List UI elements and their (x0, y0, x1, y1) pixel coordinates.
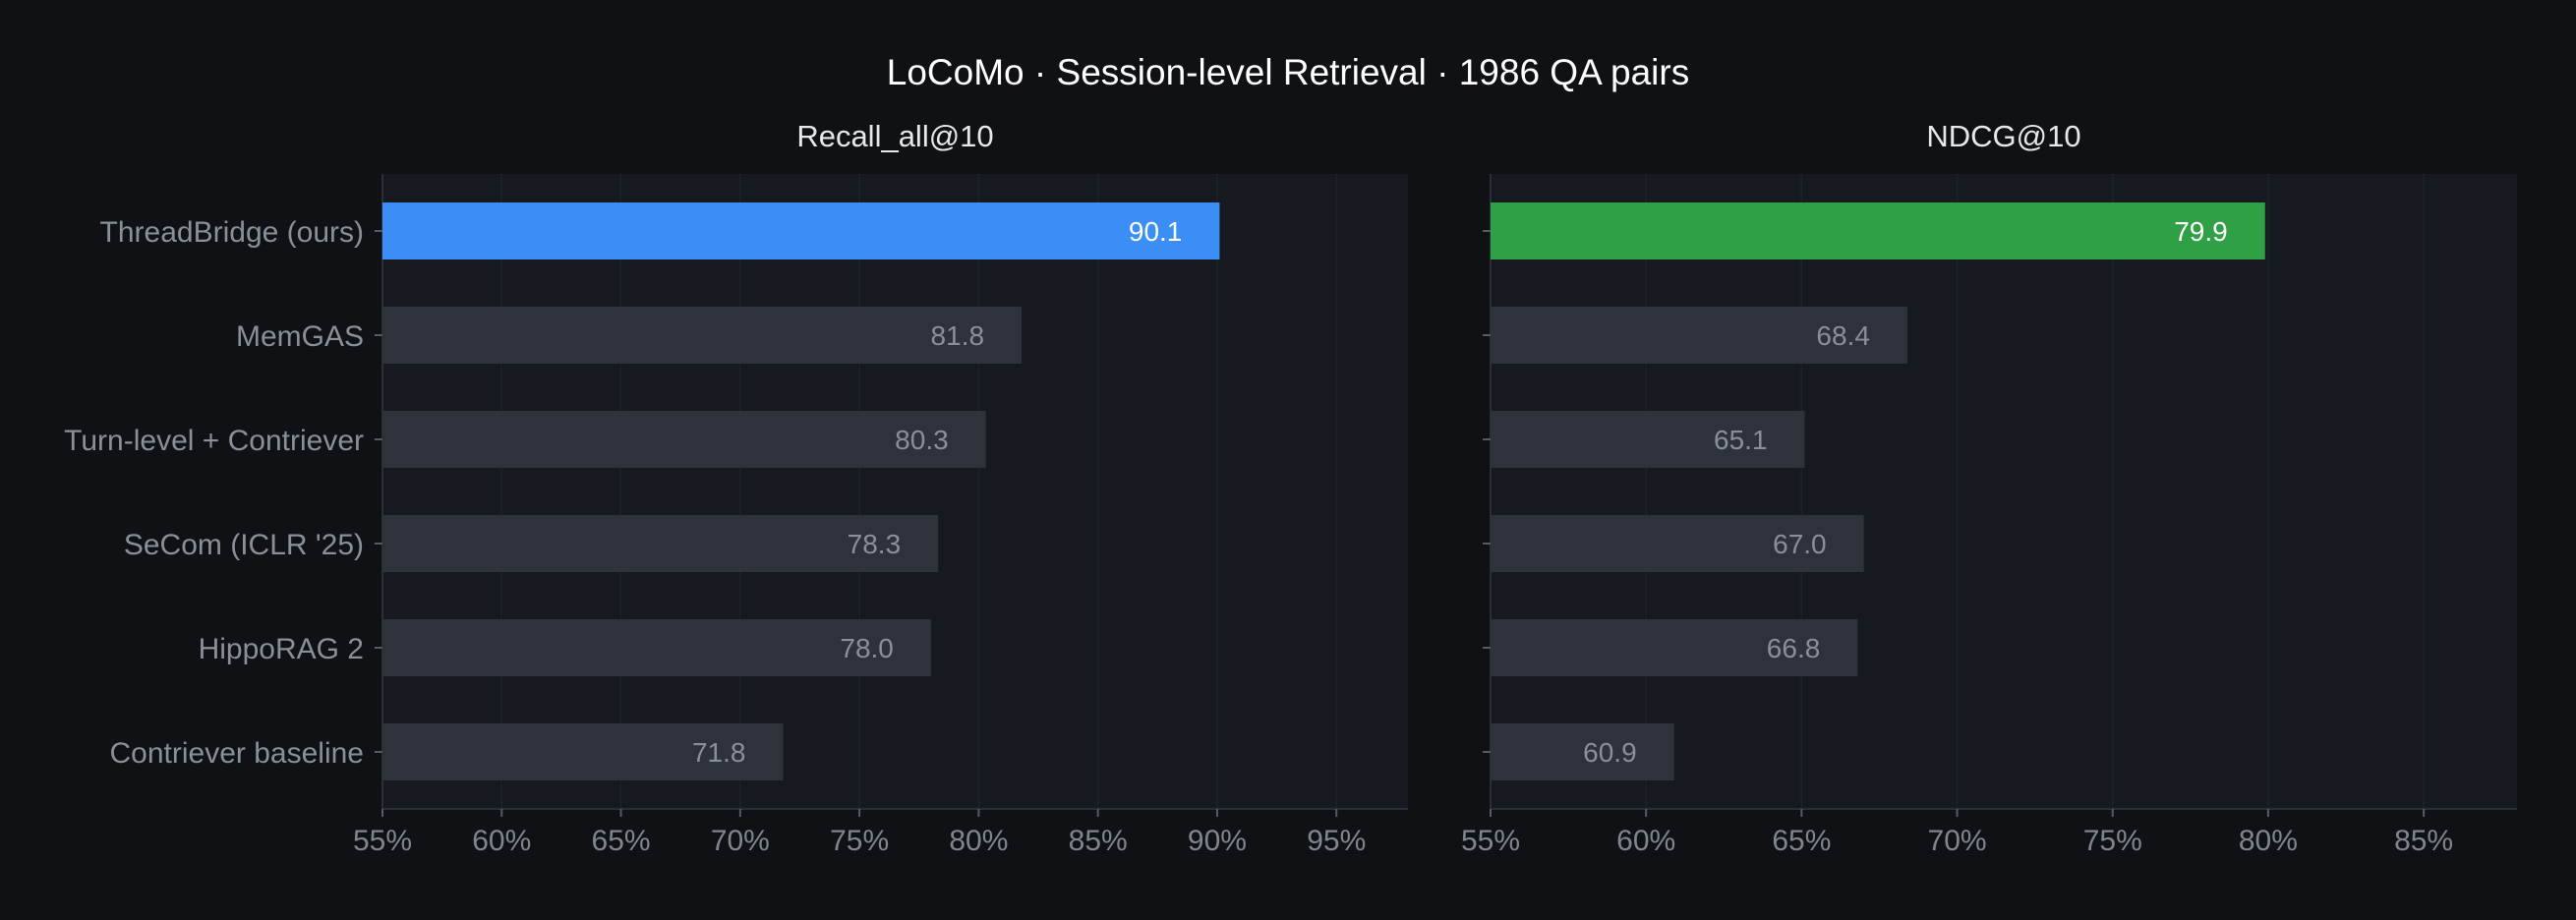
x-tick-label: 75% (830, 825, 889, 857)
x-tick-label: 95% (1307, 825, 1366, 857)
bar-value-label: 71.8 (692, 737, 746, 768)
bar-value-label: 81.8 (931, 320, 985, 351)
category-label: HippoRAG 2 (199, 633, 364, 665)
x-tick-label: 85% (1069, 825, 1128, 857)
bar (382, 202, 1220, 259)
category-label: SeCom (ICLR '25) (124, 529, 364, 561)
bar (1491, 723, 1674, 780)
x-tick-label: 75% (2083, 825, 2142, 857)
x-tick-label: 70% (1928, 825, 1987, 857)
bar-value-label: 78.0 (840, 633, 894, 663)
chart-title: LoCoMo · Session-level Retrieval · 1986 … (887, 52, 1689, 92)
bar (382, 515, 939, 572)
x-tick-label: 55% (1461, 825, 1520, 857)
x-tick-label: 55% (353, 825, 412, 857)
bar-value-label: 65.1 (1714, 425, 1768, 455)
category-label: Turn-level + Contriever (64, 425, 364, 457)
x-tick-label: 60% (472, 825, 531, 857)
bar-value-label: 66.8 (1767, 633, 1821, 663)
x-tick-label: 80% (2239, 825, 2298, 857)
bar (1491, 411, 1805, 468)
bar (1491, 515, 1864, 572)
bar-value-label: 68.4 (1816, 320, 1870, 351)
panel-title: NDCG@10 (1926, 119, 2080, 153)
plot-area (382, 174, 1408, 809)
bar-value-label: 80.3 (895, 425, 949, 455)
bar-value-label: 67.0 (1773, 529, 1827, 559)
category-label: MemGAS (236, 320, 364, 353)
x-tick-label: 85% (2394, 825, 2453, 857)
bar (1491, 619, 1858, 676)
bar-value-label: 79.9 (2174, 216, 2228, 247)
bar-value-label: 90.1 (1129, 216, 1183, 247)
plot-area (1491, 174, 2517, 809)
x-tick-label: 70% (711, 825, 770, 857)
category-label: ThreadBridge (ours) (100, 216, 364, 249)
category-label: Contriever baseline (110, 737, 364, 770)
panel-title: Recall_all@10 (796, 119, 993, 153)
bar (382, 411, 986, 468)
bar-value-label: 60.9 (1583, 737, 1637, 768)
x-tick-label: 60% (1616, 825, 1675, 857)
x-tick-label: 65% (592, 825, 651, 857)
bar (1491, 202, 2265, 259)
bar (382, 723, 784, 780)
chart-panel-1: Recall_all@10 55% 60% 65% 70% 75% 80% 85% 90% 95%… (64, 119, 1408, 857)
x-tick-label: 80% (949, 825, 1008, 857)
bar-value-label: 78.3 (848, 529, 902, 559)
x-tick-label: 90% (1188, 825, 1247, 857)
bar (382, 619, 931, 676)
x-tick-label: 65% (1772, 825, 1831, 857)
bar (1491, 307, 1907, 364)
chart-panel-2: NDCG@10 55% 60% 65% 70% 75% 80% 85% 79.9 68.4 65.1… (1461, 119, 2517, 857)
bar (382, 307, 1023, 364)
